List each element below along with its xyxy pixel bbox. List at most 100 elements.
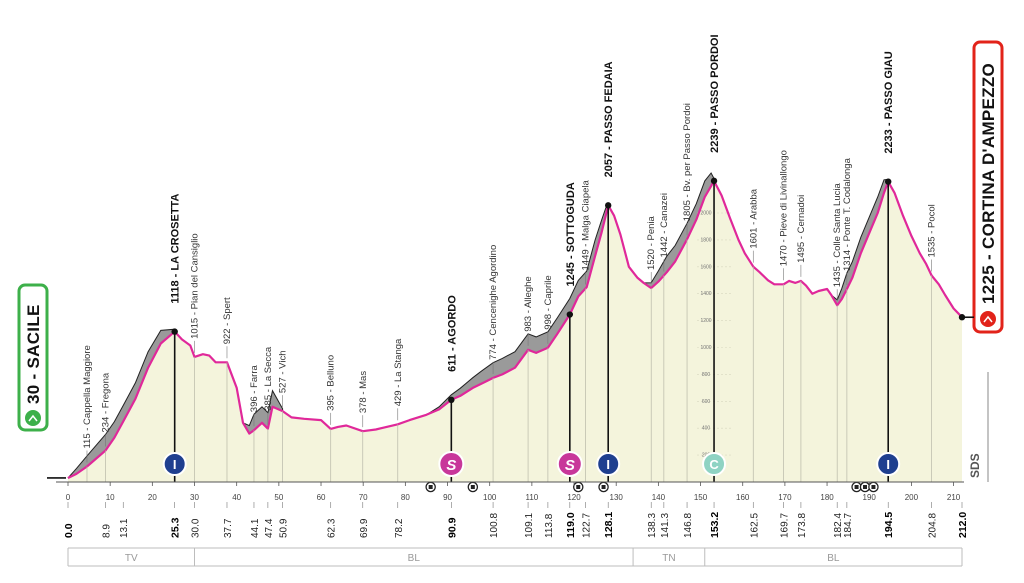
elevation-tick-label: 1400 bbox=[700, 291, 711, 297]
location-label: 396 - Farra bbox=[249, 365, 260, 413]
distance-label: 44.1 bbox=[250, 518, 261, 538]
x-tick-label: 30 bbox=[190, 493, 199, 502]
x-tick-label: 110 bbox=[525, 493, 538, 502]
distance-label: 182.4 bbox=[833, 513, 844, 538]
location-label: 1015 - Pian del Cansiglio bbox=[190, 233, 201, 339]
elevation-tick-label: 1000 bbox=[700, 345, 711, 351]
x-tick-label: 180 bbox=[820, 493, 834, 502]
distance-label: 37.7 bbox=[223, 518, 234, 538]
climb-badge-label: C bbox=[709, 457, 719, 472]
distance-label: 184.7 bbox=[843, 513, 854, 538]
start-badge bbox=[17, 283, 49, 432]
tunnel-icon-inner bbox=[871, 485, 876, 489]
location-label: 1520 - Penia bbox=[646, 215, 657, 270]
x-tick-label: 200 bbox=[905, 493, 919, 502]
summit-label: 1118 - LA CROSETTA bbox=[170, 194, 182, 304]
profile-line bbox=[67, 179, 963, 479]
location-label: 1535 - Pocol bbox=[927, 204, 938, 257]
location-label: 1314 - Ponte T. Codalonga bbox=[842, 157, 853, 271]
tunnel-icon-inner bbox=[576, 485, 581, 489]
x-tick-label: 140 bbox=[652, 493, 666, 502]
summit-dot bbox=[448, 396, 455, 404]
summit-label: 2057 - PASSO FEDAIA bbox=[603, 61, 615, 177]
x-tick-label: 120 bbox=[567, 493, 581, 502]
summit-label: 2233 - PASSO GIAU bbox=[883, 51, 895, 154]
region-label: BL bbox=[408, 553, 421, 564]
distance-label: 0.0 bbox=[63, 523, 75, 538]
summit-label: 2239 - PASSO PORDOI bbox=[709, 34, 721, 152]
distance-label: 169.7 bbox=[780, 513, 791, 538]
distance-label: 141.3 bbox=[660, 513, 671, 538]
distance-label: 62.3 bbox=[327, 518, 338, 538]
x-tick-label: 190 bbox=[863, 493, 877, 502]
climb-badge-label: I bbox=[606, 457, 610, 472]
gpm-climb-badge bbox=[162, 452, 187, 476]
location-label: 385 - La Secca bbox=[263, 346, 274, 411]
x-tick-label: 100 bbox=[483, 493, 497, 502]
location-label: 1442 - Canazei bbox=[659, 193, 670, 257]
sprint-badge bbox=[438, 451, 465, 477]
region-label: BL bbox=[827, 553, 840, 564]
distance-label: 138.3 bbox=[647, 513, 658, 538]
x-tick-label: 80 bbox=[401, 493, 410, 502]
cima-coppi-badge bbox=[702, 452, 727, 476]
location-label: 983 - Alleghe bbox=[523, 276, 534, 331]
location-label: 1601 - Arabba bbox=[748, 188, 759, 248]
x-tick-label: 90 bbox=[443, 493, 452, 502]
start-cyclist-icon bbox=[25, 410, 41, 426]
location-label: 1470 - Pieve di Livinallongo bbox=[779, 150, 790, 266]
location-label: 115 - Cappella Maggiore bbox=[82, 345, 93, 448]
x-tick-label: 50 bbox=[274, 493, 283, 502]
start-label: 30 - SACILE bbox=[24, 304, 43, 404]
elevation-tick-label: 600 bbox=[702, 399, 711, 405]
distance-label: 122.7 bbox=[581, 513, 592, 538]
sprint-badge-label: S bbox=[446, 457, 456, 474]
summit-dot bbox=[710, 177, 718, 185]
summit-dot bbox=[604, 202, 612, 209]
location-label: 429 - La Stanga bbox=[393, 338, 404, 406]
distance-label: 13.1 bbox=[119, 518, 130, 538]
x-tick-label: 150 bbox=[694, 493, 708, 502]
x-tick-label: 210 bbox=[947, 493, 961, 502]
distance-label: 119.0 bbox=[565, 512, 577, 538]
summit-label: 1245 - SOTTOGUDA bbox=[565, 182, 577, 286]
tunnel-icon-inner bbox=[470, 485, 475, 489]
elevation-tick-label: 2000 bbox=[700, 211, 711, 217]
x-tick-label: 70 bbox=[359, 493, 368, 502]
start-cyclist-glyph bbox=[28, 414, 38, 422]
location-label: 1435 - Colle Santa Lucia bbox=[832, 183, 843, 288]
gpm-climb-badge bbox=[596, 452, 621, 476]
distance-label: 109.1 bbox=[524, 513, 535, 538]
distance-label: 25.3 bbox=[170, 517, 182, 538]
profile-area bbox=[68, 180, 962, 482]
finish-cyclist-glyph bbox=[983, 315, 993, 323]
distance-label: 204.8 bbox=[928, 513, 939, 538]
elevation-tick-label: 1800 bbox=[700, 237, 711, 243]
location-label: 234 - Fregona bbox=[101, 372, 112, 432]
location-label: 1495 - Cernadoi bbox=[796, 195, 807, 263]
distance-label: 173.8 bbox=[797, 513, 808, 538]
finish-dot bbox=[958, 314, 966, 321]
sprint-badge bbox=[556, 451, 583, 477]
distance-label: 146.8 bbox=[683, 513, 694, 538]
distance-label: 100.8 bbox=[489, 513, 500, 538]
x-tick-label: 160 bbox=[736, 493, 750, 502]
elevation-tick-label: 800 bbox=[702, 372, 711, 378]
finish-badge bbox=[972, 40, 1004, 334]
distance-label: 78.2 bbox=[394, 518, 405, 538]
distance-label: 194.5 bbox=[883, 512, 895, 538]
sprint-badge-label: S bbox=[565, 457, 575, 474]
x-tick-label: 40 bbox=[232, 493, 241, 502]
location-label: 378 - Mas bbox=[358, 371, 369, 413]
climb-badge-label: I bbox=[886, 457, 890, 472]
x-tick-label: 60 bbox=[317, 493, 326, 502]
summit-label: 611 - AGORDO bbox=[446, 295, 458, 372]
summit-dot bbox=[885, 178, 892, 185]
brand-logo: SDS bbox=[968, 453, 982, 478]
distance-label: 69.9 bbox=[359, 518, 370, 538]
distance-label: 113.8 bbox=[544, 513, 555, 538]
x-tick-label: 170 bbox=[778, 493, 792, 502]
region-label: TV bbox=[125, 553, 138, 564]
gpm-climb-badge bbox=[876, 452, 901, 476]
